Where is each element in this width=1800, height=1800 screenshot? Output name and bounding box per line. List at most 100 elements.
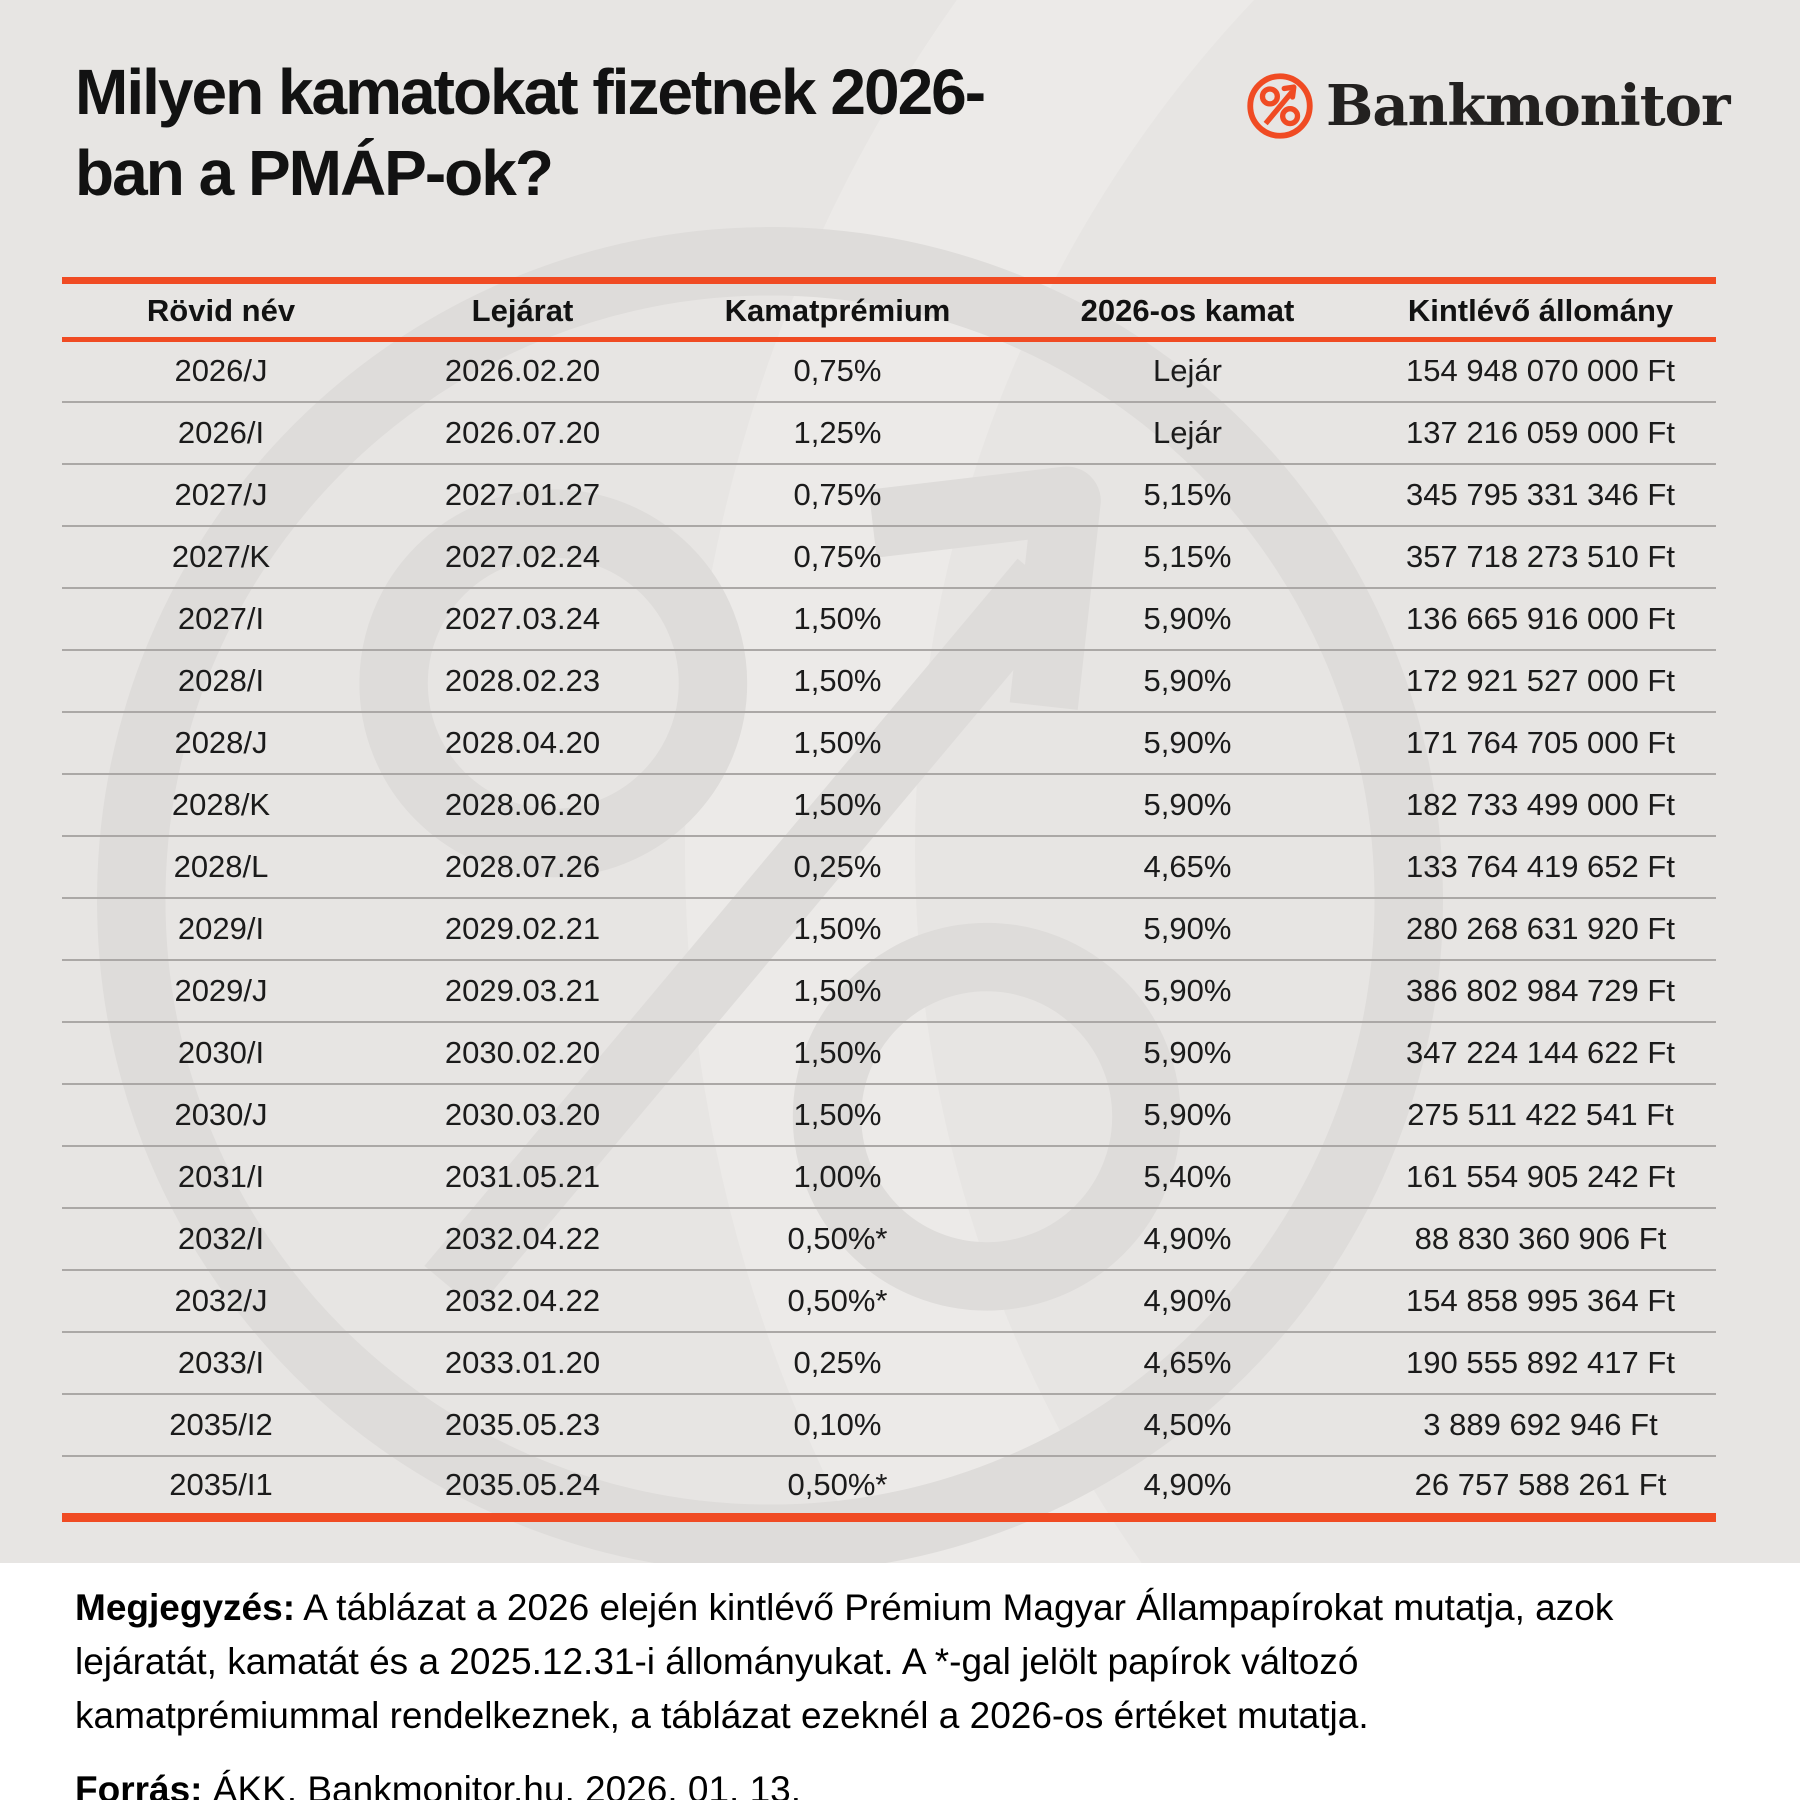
table-cell: 2030/J [174,1096,268,1132]
table-cell: 347 224 144 622 Ft [1406,1034,1675,1070]
table-cell: 1,50% [793,1096,882,1132]
table-cell: 2026.02.20 [444,353,601,389]
table-cell: 2029.03.21 [444,972,601,1008]
table-cell: 2032.04.22 [444,1282,601,1318]
table-cell: 172 921 527 000 Ft [1406,662,1675,698]
table-cell: 4,65% [1143,848,1232,884]
table-cell: 2031.05.21 [444,1158,601,1194]
table-cell: 275 511 422 541 Ft [1407,1096,1674,1132]
table-cell: 2026/J [174,353,268,389]
table-cell: 4,50% [1143,1406,1232,1442]
table-cell: 0,75% [793,538,882,574]
table-cell: 5,40% [1143,1158,1232,1194]
table-cell: 5,15% [1143,538,1232,574]
table-cell: 2035.05.24 [444,1466,601,1502]
table-row: 2033/I 2033.01.20 0,25% 4,65% 190 555 892 41… [62,1332,1716,1394]
table-cell: 2027/J [174,476,268,512]
table-cell: 2027.01.27 [444,476,601,512]
table-cell: 137 216 059 000 Ft [1406,414,1675,450]
table-cell: 4,65% [1143,1344,1232,1380]
table-row: 2029/I 2029.02.21 1,50% 5,90% 280 268 631 92… [62,898,1716,960]
table-cell: 5,90% [1143,910,1232,946]
table-cell: 0,75% [793,476,882,512]
table-cell: Lejár [1153,353,1222,389]
table-cell: 0,10% [793,1406,882,1442]
source-paragraph: Forrás: ÁKK, Bankmonitor.hu, 2026. 01. 1… [75,1769,1740,1800]
brand-logo: Bankmonitor [1246,72,1730,140]
table-cell: 5,15% [1143,476,1232,512]
table-cell: 1,50% [793,662,882,698]
table-cell: 171 764 705 000 Ft [1406,724,1675,760]
table-row: 2027/K 2027.02.24 0,75% 5,15% 357 718 273 51… [62,526,1716,588]
page-title: Milyen kamatokat fizetnek 2026- ban a PM… [75,52,1155,214]
footnote-area: Megjegyzés: A táblázat a 2026 elején kin… [0,1563,1800,1800]
table-cell: 2026/I [177,414,265,450]
table-cell: 190 555 892 417 Ft [1406,1344,1675,1380]
table-cell: 345 795 331 346 Ft [1406,476,1675,512]
table-cell: 2027.02.24 [444,538,601,574]
table-cell: 4,90% [1143,1220,1232,1256]
table-cell: 3 889 692 946 Ft [1423,1406,1658,1442]
table-row: 2032/J 2032.04.22 0,50%* 4,90% 154 858 995 3… [62,1270,1716,1332]
table-row: 2026/I 2026.07.20 1,25% Lejár 137 216 059 00… [62,402,1716,464]
table-cell: 0,50%* [787,1282,888,1318]
table-cell: 5,90% [1143,600,1232,636]
table-cell: 5,90% [1143,724,1232,760]
table-row: 2035/I2 2035.05.23 0,10% 4,50% 3 889 692 946… [62,1394,1716,1456]
table-cell: 357 718 273 510 Ft [1406,538,1675,574]
table-cell: 26 757 588 261 Ft [1414,1466,1667,1502]
table-cell: 2030/I [177,1034,265,1070]
table-cell: 133 764 419 652 Ft [1406,848,1675,884]
table-cell: 2033.01.20 [444,1344,601,1380]
table-cell: 154 948 070 000 Ft [1406,353,1675,389]
table-cell: 5,90% [1143,786,1232,822]
table-cell: 0,50%* [787,1466,888,1502]
table-cell: 2027/K [171,538,271,574]
column-header-lejarat: Lejárat [471,292,574,328]
table-cell: 2029.02.21 [444,910,601,946]
table-row: 2028/K 2028.06.20 1,50% 5,90% 182 733 499 00… [62,774,1716,836]
column-header-kintlevo-allomany: Kintlévő állomány [1407,292,1674,328]
table-cell: 5,90% [1143,1034,1232,1070]
table-cell: 2029/I [177,910,265,946]
table-cell: 1,50% [793,724,882,760]
table-row: 2031/I 2031.05.21 1,00% 5,40% 161 554 905 24… [62,1146,1716,1208]
table-row: 2029/J 2029.03.21 1,50% 5,90% 386 802 984 72… [62,960,1716,1022]
table-cell: 1,00% [793,1158,882,1194]
source-text: ÁKK, Bankmonitor.hu, 2026. 01. 13. [202,1769,802,1800]
table-cell: 4,90% [1143,1466,1232,1502]
page-title-line2: ban a PMÁP-ok? [75,137,554,209]
table-cell: 2030.03.20 [444,1096,601,1132]
table-body: 2026/J 2026.02.20 0,75% Lejár 154 948 070 00… [62,340,1716,1518]
table-cell: 2028/L [173,848,269,884]
note-text: A táblázat a 2026 elején kintlévő Prémiu… [75,1587,1614,1736]
table-cell: 2035/I1 [169,1466,273,1502]
column-header-rovid-nev: Rövid név [146,292,296,328]
table-cell: 1,50% [793,910,882,946]
table-row: 2030/J 2030.03.20 1,50% 5,90% 275 511 422 54… [62,1084,1716,1146]
table-cell: 2028/J [174,724,268,760]
table-row: 2028/J 2028.04.20 1,50% 5,90% 171 764 705 00… [62,712,1716,774]
note-paragraph: Megjegyzés: A táblázat a 2026 elején kin… [75,1581,1635,1743]
table-cell: 1,25% [793,414,882,450]
table-cell: 1,50% [793,972,882,1008]
table-cell: 2027.03.24 [444,600,601,636]
table-cell: 2028.04.20 [444,724,601,760]
table-row: 2028/I 2028.02.23 1,50% 5,90% 172 921 527 00… [62,650,1716,712]
table-cell: 2027/I [177,600,265,636]
page-title-line1: Milyen kamatokat fizetnek 2026- [75,56,986,128]
table-cell: 2028.07.26 [444,848,601,884]
brand-name: Bankmonitor [1326,73,1730,139]
table-cell: 2032/J [174,1282,268,1318]
table-cell: 2032/I [177,1220,265,1256]
table-row: 2026/J 2026.02.20 0,75% Lejár 154 948 070 00… [62,340,1716,402]
table-header: Rövid név Lejárat Kamatprémium 2026-os k… [62,280,1716,340]
table-cell: 2028.02.23 [444,662,601,698]
table-cell: 5,90% [1143,972,1232,1008]
table-cell: 4,90% [1143,1282,1232,1318]
table-cell: 1,50% [793,786,882,822]
table-cell: 1,50% [793,600,882,636]
table-cell: 2028/I [177,662,265,698]
table-cell: 2032.04.22 [444,1220,601,1256]
